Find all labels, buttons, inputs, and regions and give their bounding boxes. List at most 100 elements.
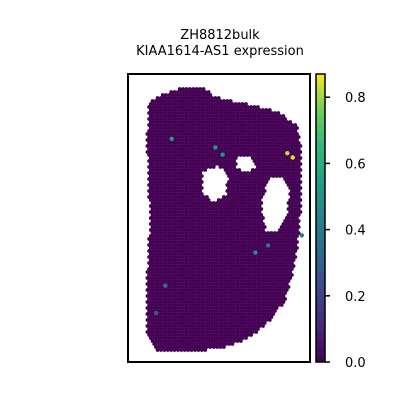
tissue-spot bbox=[210, 144, 214, 148]
tissue-spot bbox=[254, 270, 259, 274]
tissue-spot bbox=[157, 327, 162, 331]
tissue-spot bbox=[162, 144, 167, 148]
tissue-spot bbox=[232, 189, 237, 193]
tissue-spot bbox=[227, 120, 231, 124]
tissue-spot bbox=[222, 285, 226, 289]
tissue-spot bbox=[171, 255, 175, 259]
tissue-spot bbox=[159, 198, 163, 202]
tissue-spot bbox=[257, 318, 262, 322]
tissue-spot bbox=[193, 342, 197, 346]
tissue-spot bbox=[160, 201, 165, 205]
tissue-spot bbox=[150, 273, 155, 277]
tissue-spot bbox=[240, 318, 245, 322]
tissue-spot bbox=[196, 276, 201, 280]
tissue-spot bbox=[162, 114, 167, 118]
tissue-spot bbox=[239, 183, 243, 187]
tissue-spot bbox=[230, 234, 235, 238]
tissue-spot bbox=[201, 135, 206, 139]
tissue-spot bbox=[152, 192, 157, 196]
tissue-spot bbox=[169, 318, 174, 322]
tissue-spot bbox=[160, 189, 165, 193]
tissue-spot bbox=[278, 300, 282, 304]
tissue-spot bbox=[220, 132, 225, 136]
tissue-spot bbox=[198, 255, 203, 259]
tissue-spot bbox=[286, 183, 291, 187]
tissue-spot bbox=[252, 207, 257, 211]
tissue-spot bbox=[222, 249, 226, 253]
tissue-spot bbox=[186, 228, 191, 232]
tissue-spot bbox=[257, 234, 262, 238]
tissue-spot bbox=[247, 246, 252, 250]
tissue-spot bbox=[157, 267, 162, 271]
tissue-spot bbox=[259, 117, 264, 121]
tissue-spot bbox=[186, 348, 191, 352]
tissue-spot bbox=[174, 153, 179, 157]
tissue-spot bbox=[150, 327, 155, 331]
tissue-spot bbox=[179, 198, 184, 202]
tissue-spot bbox=[230, 162, 235, 166]
tissue-spot bbox=[157, 321, 162, 325]
tissue-spot bbox=[290, 237, 294, 241]
tissue-spot bbox=[215, 273, 220, 277]
tissue-spot bbox=[188, 243, 192, 247]
tissue-spot bbox=[261, 312, 265, 316]
tissue-spot bbox=[218, 135, 223, 139]
tissue-spot bbox=[242, 231, 247, 235]
tissue-spot bbox=[239, 237, 243, 241]
tissue-spot bbox=[205, 135, 209, 139]
tissue-spot bbox=[233, 102, 238, 106]
tissue-spot bbox=[191, 291, 196, 295]
tissue-spot bbox=[232, 177, 237, 181]
tissue-spot bbox=[155, 174, 160, 178]
tissue-spot bbox=[210, 210, 214, 214]
tissue-spot bbox=[274, 270, 279, 274]
tissue-spot bbox=[152, 108, 157, 112]
tissue-spot bbox=[181, 273, 186, 277]
tissue-spot bbox=[271, 144, 276, 148]
tissue-spot bbox=[247, 264, 252, 268]
tissue-spot bbox=[264, 162, 269, 166]
tissue-spot bbox=[211, 201, 216, 205]
tissue-spot bbox=[155, 324, 160, 328]
tissue-spot bbox=[155, 240, 160, 244]
tissue-spot bbox=[167, 321, 172, 325]
tissue-spot bbox=[148, 330, 153, 334]
tissue-spot bbox=[266, 159, 270, 163]
tissue-spot bbox=[242, 195, 247, 199]
tissue-spot bbox=[295, 246, 299, 250]
tissue-spot bbox=[189, 138, 194, 142]
tissue-spot bbox=[177, 321, 182, 325]
tissue-spot bbox=[177, 267, 182, 271]
tissue-spot bbox=[239, 249, 243, 253]
tissue-spot bbox=[216, 228, 221, 232]
tissue-spot bbox=[232, 249, 237, 253]
tissue-spot bbox=[205, 165, 209, 169]
tissue-spot bbox=[169, 342, 174, 346]
tissue-spot bbox=[233, 210, 238, 214]
tissue-spot bbox=[174, 177, 179, 181]
tissue-spot bbox=[174, 99, 179, 103]
tissue-spot bbox=[254, 108, 259, 112]
tissue-spot bbox=[157, 237, 162, 241]
tissue-spot bbox=[256, 177, 260, 181]
tissue-spot bbox=[232, 141, 237, 145]
tissue-spot bbox=[225, 339, 230, 343]
tissue-spot bbox=[278, 228, 282, 232]
tissue-spot bbox=[148, 228, 153, 232]
tissue-spot bbox=[256, 201, 260, 205]
tissue-spot bbox=[205, 219, 209, 223]
tissue-spot bbox=[172, 270, 177, 274]
tissue-spot bbox=[215, 309, 220, 313]
tissue-spot bbox=[198, 261, 203, 265]
tissue-spot bbox=[254, 180, 259, 184]
tissue-spot bbox=[271, 300, 276, 304]
tissue-spot bbox=[211, 117, 216, 121]
tissue-spot bbox=[174, 147, 179, 151]
tissue-spot bbox=[228, 309, 233, 313]
tissue-spot bbox=[147, 327, 152, 331]
tissue-spot bbox=[176, 120, 180, 124]
tissue-spot bbox=[177, 309, 182, 313]
tissue-spot bbox=[199, 282, 204, 286]
tissue-spot bbox=[157, 213, 162, 217]
tissue-spot bbox=[293, 171, 298, 175]
